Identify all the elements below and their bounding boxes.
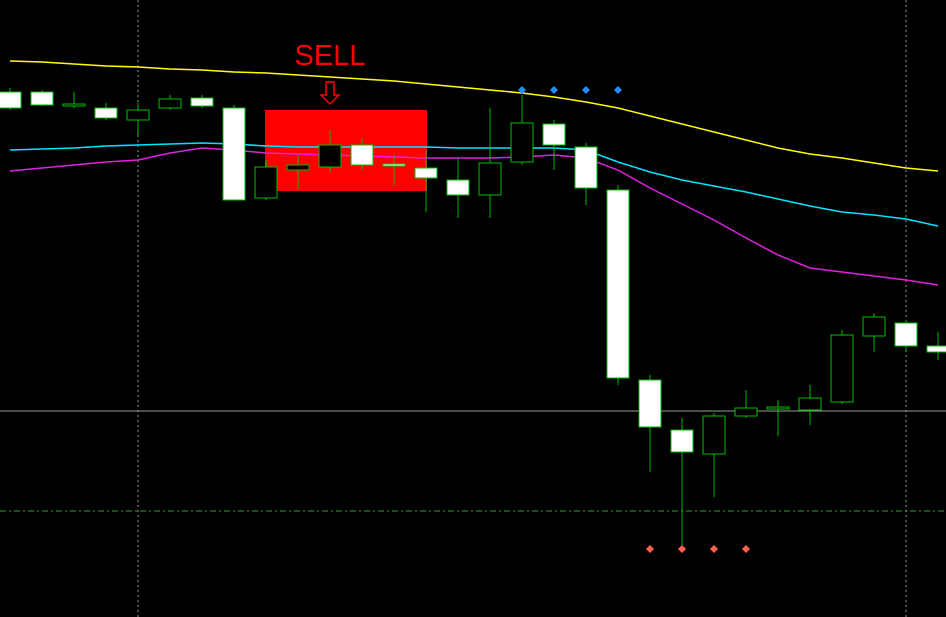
candle-body [638, 379, 662, 428]
candle-body [222, 107, 246, 201]
candle-body [574, 146, 598, 189]
candle-body [734, 407, 758, 417]
candle-body [382, 163, 406, 167]
candle-body [126, 109, 150, 121]
candle-body [190, 97, 214, 107]
candle-body [606, 189, 630, 379]
candle-body [30, 91, 54, 106]
candle-body [0, 91, 22, 109]
candle-body [926, 345, 946, 353]
signal-marker [678, 545, 686, 553]
signal-marker [710, 545, 718, 553]
sell-arrow [319, 81, 341, 106]
candle-body [254, 166, 278, 199]
candle-body [478, 162, 502, 196]
candle-body [158, 98, 182, 109]
candle-body [286, 164, 310, 171]
candle-body [894, 322, 918, 347]
signal-marker [518, 86, 526, 94]
candle-body [670, 429, 694, 453]
candle-body [446, 179, 470, 196]
candle-body [510, 122, 534, 163]
candle-body [830, 334, 854, 403]
candle-body [62, 103, 86, 107]
moving-average [9, 147, 939, 286]
candle-body [318, 144, 342, 168]
candle-body [766, 406, 790, 410]
candle-body [414, 167, 438, 179]
candle-body [862, 316, 886, 337]
candle-body [94, 107, 118, 119]
candle-body [798, 397, 822, 411]
signal-marker [646, 545, 654, 553]
candle-body [350, 144, 374, 166]
sell-label: SELL [295, 40, 366, 72]
moving-average [9, 60, 939, 172]
signal-marker [582, 86, 590, 94]
candle-body [542, 123, 566, 146]
sell-zone [265, 110, 427, 191]
moving-average [9, 142, 939, 227]
signal-marker [742, 545, 750, 553]
candle-body [702, 415, 726, 455]
signal-marker [614, 86, 622, 94]
signal-marker [550, 86, 558, 94]
